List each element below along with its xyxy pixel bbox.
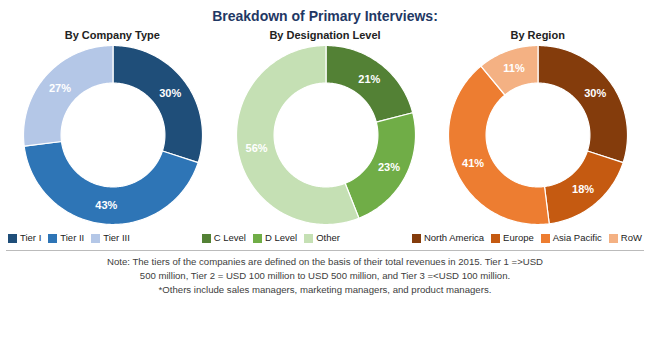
html-text:Europe: Europe [503, 232, 534, 243]
html-text:By Region: By Region [510, 29, 565, 41]
svg-text:30%: 30% [159, 87, 181, 99]
svg-text:56%: 56% [245, 142, 267, 154]
html-text:Tier III: Tier III [103, 232, 130, 243]
svg-text:27%: 27% [49, 82, 71, 94]
html-text:By Designation Level: By Designation Level [269, 29, 381, 41]
svg-text:43%: 43% [95, 199, 117, 211]
svg-text:11%: 11% [504, 62, 526, 74]
html-text:500 million, Tier 2 = USD 100: 500 million, Tier 2 = USD 100 million to… [139, 270, 511, 281]
svg-text:30%: 30% [584, 87, 606, 99]
html-text:Breakdown of Primary Interview: Breakdown of Primary Interviews: [212, 8, 438, 24]
html-text:Tier I: Tier I [20, 232, 42, 243]
html-text:Note: The tiers of the compani: Note: The tiers of the companies are def… [107, 256, 543, 267]
html-text:D Level: D Level [265, 232, 298, 243]
svg-text:41%: 41% [462, 157, 484, 169]
svg-text:21%: 21% [358, 73, 380, 85]
svg-text:23%: 23% [377, 161, 399, 173]
html-text:Tier II: Tier II [60, 232, 85, 243]
svg-text:18%: 18% [572, 183, 594, 195]
html-text:By Company Type: By Company Type [64, 29, 160, 41]
html-text:Other: Other [316, 232, 340, 243]
html-text:C Level: C Level [213, 232, 246, 243]
html-text:Asia Pacific: Asia Pacific [552, 232, 602, 243]
html-text:North America: North America [423, 232, 485, 243]
html-text:*Others include sales managers: *Others include sales managers, marketin… [158, 284, 492, 295]
html-text:RoW: RoW [620, 232, 642, 243]
